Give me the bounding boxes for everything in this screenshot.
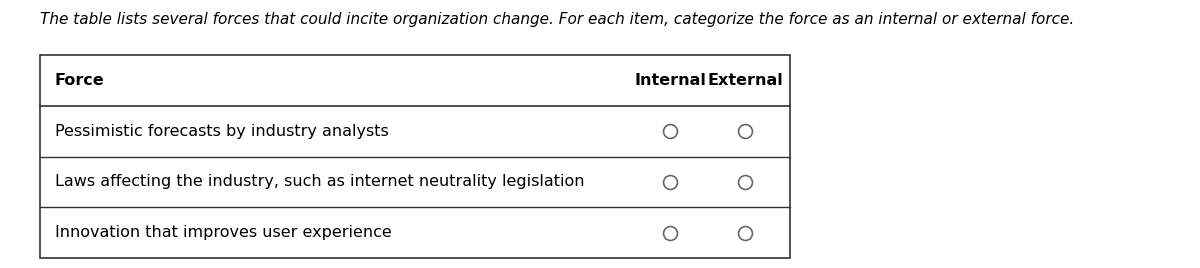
Text: Force: Force: [55, 73, 104, 88]
Text: Pessimistic forecasts by industry analysts: Pessimistic forecasts by industry analys…: [55, 124, 389, 139]
Text: External: External: [707, 73, 782, 88]
Text: Internal: Internal: [634, 73, 706, 88]
Text: Laws affecting the industry, such as internet neutrality legislation: Laws affecting the industry, such as int…: [55, 174, 584, 189]
Bar: [40, 55, 790, 258]
Text: Innovation that improves user experience: Innovation that improves user experience: [55, 225, 391, 240]
Text: The table lists several forces that could incite organization change. For each i: The table lists several forces that coul…: [40, 12, 1074, 27]
